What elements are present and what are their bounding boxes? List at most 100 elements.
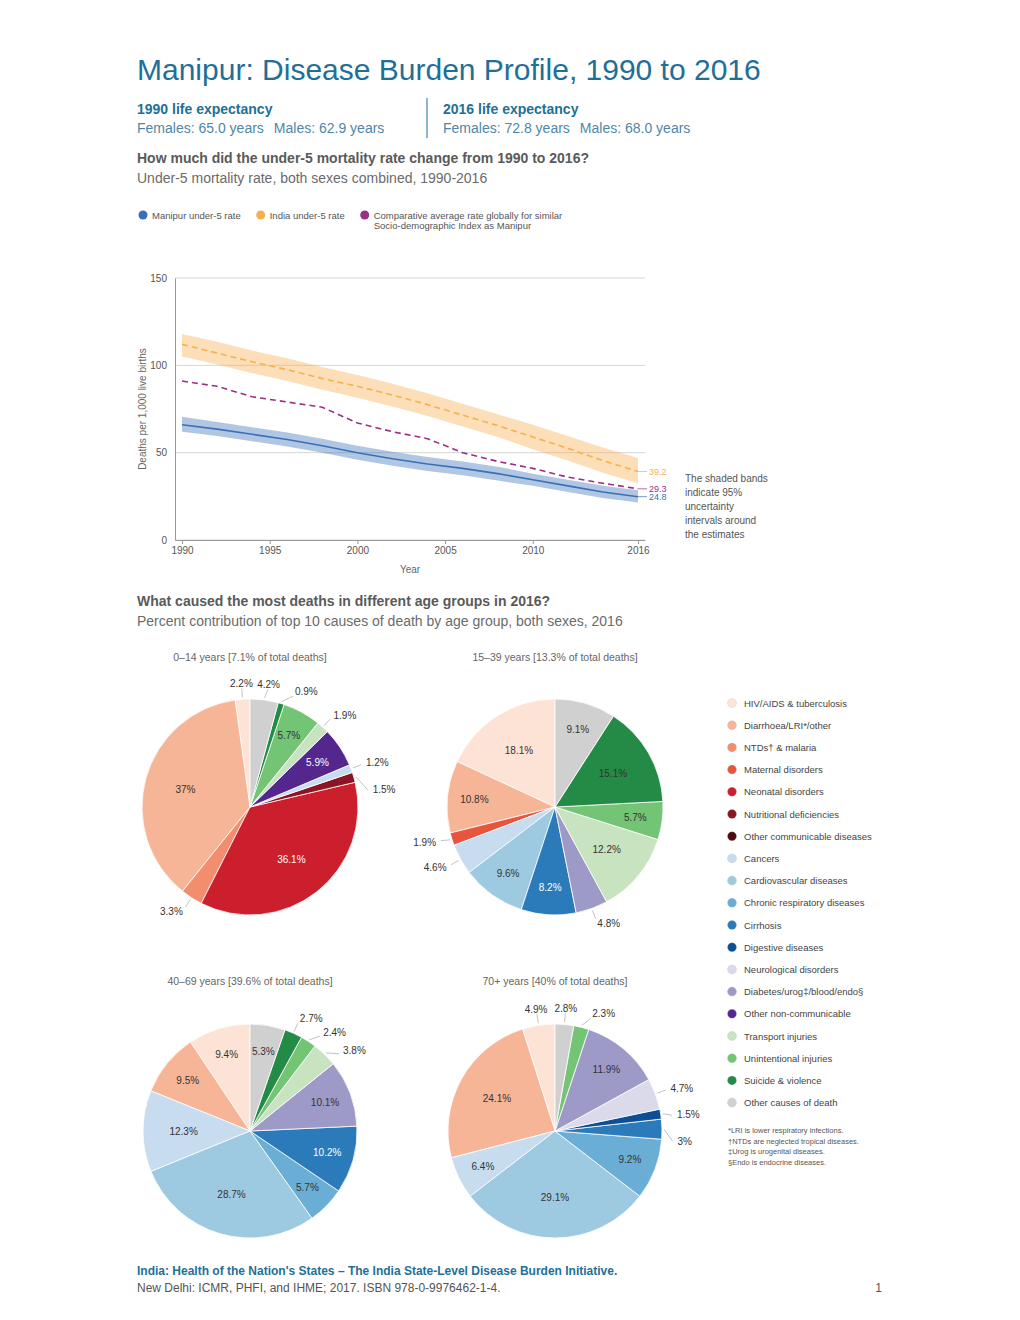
label-leader (294, 1023, 298, 1031)
slices (447, 699, 663, 915)
legend-swatch (728, 1009, 737, 1018)
pie-chart: 70+ years [40% of total deaths]24.1%6.4%… (448, 975, 700, 1238)
legend-swatch (728, 765, 737, 774)
label-leader (324, 719, 330, 726)
data-label: 2.2% (230, 678, 253, 689)
tick: 50 (156, 447, 175, 458)
legend-label: Cirrhosis (744, 920, 782, 931)
legend-label: Cardiovascular diseases (744, 875, 848, 886)
label-leader (657, 1090, 665, 1093)
data-label: 9.1% (566, 724, 589, 735)
text-line: uncertainty (685, 501, 734, 512)
label-leader (441, 839, 450, 841)
legend-label: India under-5 rate (270, 210, 345, 221)
legend-label: Manipur under-5 rate (152, 210, 241, 221)
label-leader (663, 1114, 672, 1115)
tick-label: 2000 (347, 545, 370, 556)
footnote: †NTDs are neglected tropical diseases. (728, 1137, 859, 1146)
tick-label: 2016 (627, 545, 650, 556)
tick: 0 (161, 535, 175, 546)
life-expectancy-males: Males: 62.9 years (274, 120, 385, 136)
pie-title: 0–14 years [7.1% of total deaths] (173, 651, 327, 663)
publisher: New Delhi: ICMR, PHFI, and IHME; 2017. I… (137, 1281, 501, 1295)
data-label: 3% (678, 1136, 693, 1147)
legend-label: Neonatal disorders (744, 786, 824, 797)
line-chart: 199019952000200520102016050100150Deaths … (137, 210, 768, 576)
text-line: indicate 95% (685, 487, 742, 498)
data-label: 5.7% (296, 1182, 319, 1193)
data-label: 9.5% (176, 1075, 199, 1086)
legend-label: Unintentional injuries (744, 1053, 832, 1064)
pie-title: 40–69 years [39.6% of total deaths] (167, 975, 332, 987)
legend-swatch (728, 721, 737, 730)
grid (175, 278, 645, 540)
legend-swatch (728, 832, 737, 841)
legend-label: Diabetes/urog‡/blood/endo§ (744, 986, 863, 997)
legend-swatch (728, 699, 737, 708)
tick-label: 50 (156, 447, 168, 458)
tick: 2016 (627, 540, 650, 556)
tick-mark (445, 540, 446, 544)
pie-slice (250, 1024, 285, 1131)
legend-swatch (728, 743, 737, 752)
label-leader (638, 496, 647, 497)
canvas: Manipur: Disease Burden Profile, 1990 to… (0, 0, 1020, 1320)
grid-line (175, 540, 645, 541)
legend-label: Other communicable diseases (744, 831, 872, 842)
text-line: intervals around (685, 515, 756, 526)
legend-swatch (360, 211, 369, 220)
pie-slice (555, 801, 663, 839)
section-subtitle: Percent contribution of top 10 causes of… (137, 613, 623, 629)
legend-label: Nutritional deficiencies (744, 809, 839, 820)
tick-mark (533, 540, 534, 544)
data-label: 1.2% (366, 757, 389, 768)
data-label: 8.2% (539, 882, 562, 893)
data-label: 29.3 (649, 484, 667, 494)
page-number: 1 (875, 1281, 882, 1295)
pie-title: 70+ years [40% of total deaths] (482, 975, 627, 987)
data-label: 5.9% (306, 757, 329, 768)
data-label: 10.2% (313, 1147, 341, 1158)
legend-swatch (728, 787, 737, 796)
life-expectancy-females: Females: 72.8 years (443, 120, 570, 136)
legend-label: Diarrhoea/LRI*/other (744, 720, 831, 731)
legend-swatch (728, 876, 737, 885)
data-label: 5.7% (277, 730, 300, 741)
tick: 100 (150, 360, 175, 371)
label-leader (537, 1014, 538, 1023)
legend-label: HIV/AIDS & tuberculosis (744, 698, 847, 709)
label-leader (186, 899, 191, 907)
label-leader (582, 1019, 591, 1026)
pie-slice (555, 1024, 574, 1131)
annotation: The shaded bandsindicate 95%uncertaintyi… (685, 473, 768, 540)
data-label: 1.5% (373, 784, 396, 795)
legend-label: Chronic respiratory diseases (744, 897, 865, 908)
legend-label: Other non-communicable (744, 1008, 851, 1019)
tick: 1990 (171, 540, 194, 556)
tick-label: 1995 (259, 545, 282, 556)
legend-swatch (728, 1032, 737, 1041)
tick-label: 2010 (522, 545, 545, 556)
pie-title: 15–39 years [13.3% of total deaths] (472, 651, 637, 663)
pie-chart: 40–69 years [39.6% of total deaths]9.4%9… (143, 975, 366, 1238)
axis-line (175, 279, 176, 541)
life-expectancy-males: Males: 68.0 years (580, 120, 691, 136)
tick: 2000 (347, 540, 370, 556)
data-label: 1.5% (677, 1109, 700, 1120)
tick: 2010 (522, 540, 545, 556)
legend-swatch (256, 211, 265, 220)
legend-label: Neurological disorders (744, 964, 839, 975)
tick: 150 (150, 273, 175, 284)
data-label: 4.7% (670, 1083, 693, 1094)
legend-swatch (728, 987, 737, 996)
data-label: 5.3% (252, 1046, 275, 1057)
legend-swatch (728, 810, 737, 819)
data-label: 4.8% (597, 918, 620, 929)
text-line: the estimates (685, 529, 744, 540)
legend-swatch (728, 854, 737, 863)
data-label: 5.7% (624, 812, 647, 823)
pie-chart: 15–39 years [13.3% of total deaths]18.1%… (413, 651, 663, 929)
data-label: 37% (175, 784, 195, 795)
data-label: 3.3% (160, 906, 183, 917)
label-leader (310, 1036, 321, 1040)
